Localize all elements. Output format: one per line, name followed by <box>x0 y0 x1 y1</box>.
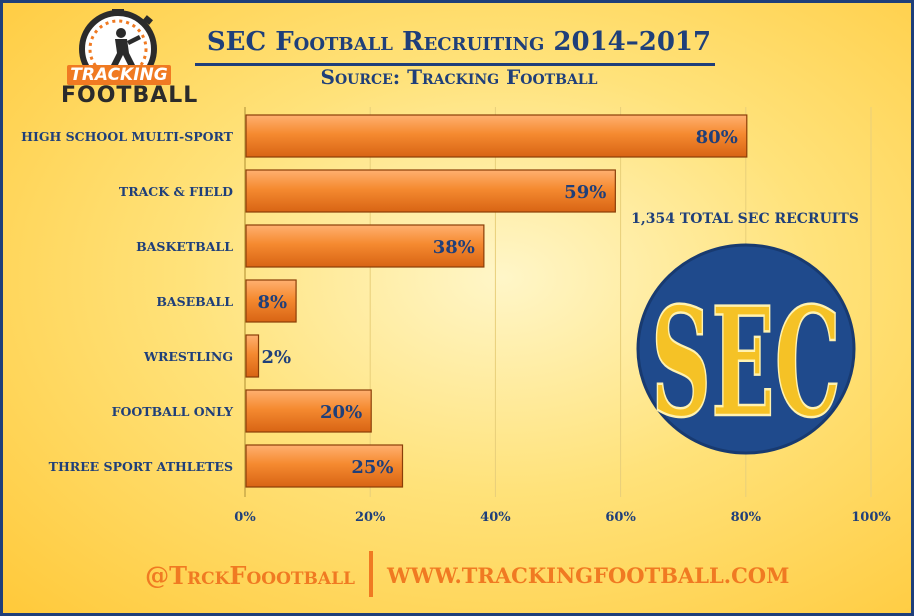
category-label: FOOTBALL ONLY <box>112 404 234 419</box>
bar <box>245 444 404 488</box>
category-label: HIGH SCHOOL MULTI-SPORT <box>21 129 234 144</box>
x-tick-label: 80% <box>731 510 762 525</box>
data-label: 2% <box>262 347 292 368</box>
data-label: 25% <box>351 457 393 478</box>
total-recruits-note: 1,354 TOTAL SEC RECRUITS <box>631 211 859 227</box>
data-label: 59% <box>564 182 606 203</box>
x-tick-label: 40% <box>480 510 511 525</box>
bar <box>245 279 297 323</box>
title-underline <box>195 63 715 66</box>
chart-subtitle: Source: Tracking Football <box>320 65 598 89</box>
x-tick-label: 20% <box>355 510 386 525</box>
sec-logo-text: SEC <box>651 275 841 451</box>
website-url: WWW.TRACKINGFOOTBALL.COM <box>387 563 790 588</box>
tracking-football-logo: TRACKING FOOTBALL <box>55 9 199 115</box>
twitter-handle: @TrckFoootball <box>145 561 355 590</box>
bar <box>245 334 260 378</box>
logo-football-text: FOOTBALL <box>61 83 199 108</box>
x-tick-label: 100% <box>851 510 891 525</box>
data-label: 80% <box>696 127 738 148</box>
category-label: BASEBALL <box>156 294 233 309</box>
footer-divider <box>369 551 373 597</box>
category-label: WRESTLING <box>143 349 233 364</box>
data-label: 20% <box>320 402 362 423</box>
data-label: 38% <box>433 237 475 258</box>
category-label: TRACK & FIELD <box>119 184 233 199</box>
chart-title: SEC Football Recruiting 2014–2017 <box>206 27 712 57</box>
bar <box>245 224 485 268</box>
bar <box>245 114 748 158</box>
x-tick-label: 0% <box>234 510 256 525</box>
bar <box>245 389 372 433</box>
sec-logo: SEC <box>636 243 856 455</box>
logo-tracking-text: TRACKING <box>67 65 171 85</box>
data-label: 8% <box>257 292 287 313</box>
bar <box>245 169 616 213</box>
x-tick-label: 60% <box>605 510 636 525</box>
bar-chart: HIGH SCHOOL MULTI-SPORT 80% TRACK & FIELD 5… <box>21 107 891 525</box>
category-label: BASKETBALL <box>136 239 233 254</box>
category-label: THREE SPORT ATHLETES <box>49 459 233 474</box>
